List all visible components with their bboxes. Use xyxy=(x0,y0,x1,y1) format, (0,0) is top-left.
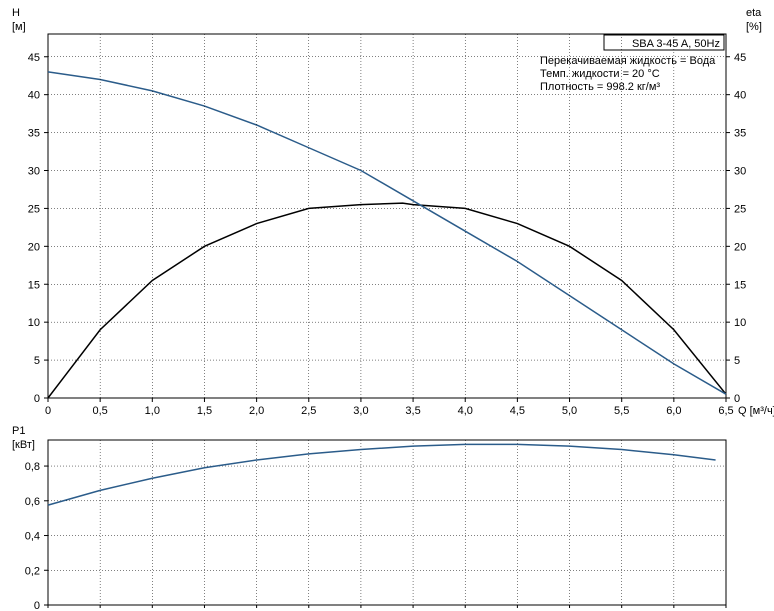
pump-curve-chart: 0 5 10 15 20 25 30 35 40 45 0 5 10 15 20 25 30 35 40 45 0 0,5… xyxy=(0,0,774,611)
y-right-tick-label: 35 xyxy=(734,128,746,140)
y-right-tick-label: 25 xyxy=(734,203,746,215)
y-left-label-line1: H xyxy=(12,7,20,19)
p1-label-line2: [кВт] xyxy=(12,439,35,451)
x-tick-label: 6,5 xyxy=(718,405,733,417)
top-chart-group: 0 5 10 15 20 25 30 35 40 45 0 5 10 15 20 25 30 35 40 45 0 0,5… xyxy=(12,7,774,417)
x-tick-label: 3,0 xyxy=(353,405,368,417)
bottom-chart-group: 0 0,2 0,4 0,6 0,8 P1 [кВт] xyxy=(12,425,726,611)
y-right-label-line1: eta xyxy=(746,7,762,19)
y-right-tick-label: 40 xyxy=(734,90,746,102)
x-tick-label: 4,5 xyxy=(510,405,525,417)
h-curve xyxy=(48,72,726,394)
x-tick-label: 0,5 xyxy=(93,405,108,417)
x-tick-label: 0 xyxy=(45,405,51,417)
y-left-tick-label: 5 xyxy=(34,355,40,367)
y-left-tick-label: 45 xyxy=(28,52,40,64)
y-left-tick-label: 0 xyxy=(34,393,40,405)
x-tick-label: 2,0 xyxy=(249,405,264,417)
info-line1: Перекачиваемая жидкость = Вода xyxy=(540,55,716,67)
y-right-tick-label: 5 xyxy=(734,355,740,367)
p1-tick-label: 0,2 xyxy=(25,565,40,577)
p1-tick-label: 0,8 xyxy=(25,461,40,473)
eta-curve xyxy=(48,203,726,398)
p1-label-line1: P1 xyxy=(12,425,25,437)
bottom-plot-frame xyxy=(48,440,726,605)
p1-curve xyxy=(48,444,716,505)
p1-tick-label: 0 xyxy=(34,600,40,611)
y-left-tick-label: 20 xyxy=(28,241,40,253)
x-tick-label: 6,0 xyxy=(666,405,681,417)
chart-svg: 0 5 10 15 20 25 30 35 40 45 0 5 10 15 20 25 30 35 40 45 0 0,5… xyxy=(0,0,774,611)
x-tick-label: 1,0 xyxy=(145,405,160,417)
x-tick-label: 3,5 xyxy=(405,405,420,417)
x-tick-label: 1,5 xyxy=(197,405,212,417)
info-line3: Плотность = 998.2 кг/м³ xyxy=(540,81,660,93)
y-right-tick-label: 45 xyxy=(734,52,746,64)
p1-tick-label: 0,4 xyxy=(25,531,40,543)
y-left-label-line2: [м] xyxy=(12,21,26,33)
y-left-tick-label: 25 xyxy=(28,203,40,215)
y-right-tick-label: 20 xyxy=(734,241,746,253)
y-right-label-line2: [%] xyxy=(746,21,762,33)
y-left-tick-label: 40 xyxy=(28,90,40,102)
title-text: SBA 3-45 A, 50Hz xyxy=(632,38,720,50)
y-right-tick-label: 15 xyxy=(734,279,746,291)
info-line2: Темп. жидкости = 20 °C xyxy=(540,68,660,80)
y-left-tick-label: 10 xyxy=(28,317,40,329)
x-tick-label: 5,0 xyxy=(562,405,577,417)
y-left-tick-label: 30 xyxy=(28,166,40,178)
y-left-tick-label: 15 xyxy=(28,279,40,291)
p1-tick-label: 0,6 xyxy=(25,496,40,508)
x-tick-label: 5,5 xyxy=(614,405,629,417)
x-tick-label: 4,0 xyxy=(458,405,473,417)
y-right-tick-label: 30 xyxy=(734,166,746,178)
x-tick-label: 2,5 xyxy=(301,405,316,417)
y-left-tick-label: 35 xyxy=(28,128,40,140)
x-axis-label: Q [м³/ч] xyxy=(738,405,774,417)
y-right-tick-label: 0 xyxy=(734,393,740,405)
y-right-tick-label: 10 xyxy=(734,317,746,329)
